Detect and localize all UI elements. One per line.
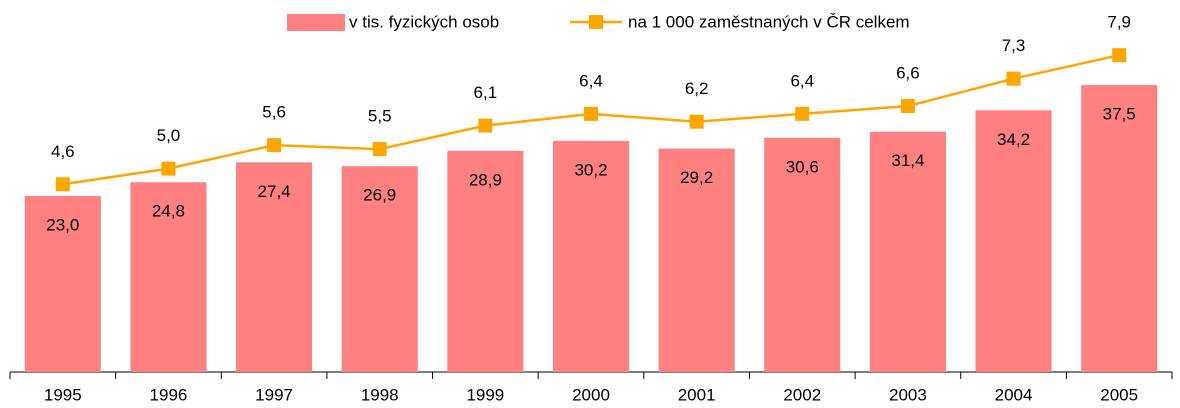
- line-marker: [1006, 71, 1021, 86]
- line-marker: [478, 118, 493, 133]
- line-value-label: 6,4: [579, 71, 603, 90]
- line-value-label: 6,1: [474, 83, 498, 102]
- line-marker: [795, 106, 810, 121]
- bar: [975, 110, 1052, 372]
- line-marker: [1112, 48, 1127, 63]
- legend-label: na 1 000 zaměstnaných v ČR celkem: [628, 12, 910, 31]
- bar: [869, 131, 946, 372]
- line-marker: [689, 114, 704, 129]
- x-tick-label: 1998: [361, 385, 399, 404]
- x-tick-label: 1996: [150, 385, 188, 404]
- line-value-label: 5,6: [262, 103, 286, 122]
- x-tick-label: 2003: [889, 385, 927, 404]
- line-value-label: 5,0: [157, 126, 181, 145]
- legend-marker: [589, 15, 603, 29]
- line-marker: [161, 161, 176, 176]
- bar: [341, 166, 418, 372]
- line-value-label: 6,4: [790, 71, 814, 90]
- bar-value-label: 24,8: [152, 202, 185, 221]
- bar: [447, 150, 524, 372]
- x-tick-label: 2004: [995, 385, 1033, 404]
- x-tick-label: 2002: [783, 385, 821, 404]
- line-value-label: 5,5: [368, 107, 392, 126]
- bar: [764, 137, 841, 372]
- x-tick-label: 1999: [466, 385, 504, 404]
- line-value-label: 4,6: [51, 142, 75, 161]
- bar-value-label: 37,5: [1103, 105, 1136, 124]
- legend-swatch: [287, 14, 345, 31]
- line-value-label: 6,6: [896, 64, 920, 83]
- x-tick-label: 2000: [572, 385, 610, 404]
- bar-value-label: 34,2: [997, 130, 1030, 149]
- x-tick-label: 1997: [255, 385, 293, 404]
- bar-value-label: 31,4: [891, 151, 924, 170]
- bar: [24, 196, 101, 372]
- bar-value-label: 27,4: [258, 182, 291, 201]
- line-marker: [55, 177, 70, 192]
- line-marker: [900, 99, 915, 114]
- bar-value-label: 28,9: [469, 170, 502, 189]
- bar-value-label: 23,0: [46, 215, 79, 234]
- bar: [552, 140, 630, 372]
- bar: [236, 162, 313, 372]
- bar: [658, 148, 735, 372]
- x-tick-label: 1995: [44, 385, 82, 404]
- bar-value-label: 26,9: [363, 186, 396, 205]
- bar-value-label: 29,2: [680, 168, 713, 187]
- bar: [130, 182, 207, 372]
- bar-value-label: 30,6: [786, 157, 819, 176]
- x-tick-label: 2005: [1100, 385, 1138, 404]
- x-tick-label: 2001: [678, 385, 716, 404]
- bar-value-label: 30,2: [574, 160, 607, 179]
- line-marker: [584, 106, 598, 121]
- line-value-label: 7,3: [1002, 36, 1026, 55]
- legend-label: v tis. fyzických osob: [349, 12, 499, 31]
- bar: [1081, 85, 1158, 372]
- line-marker: [267, 138, 282, 153]
- line-marker: [372, 142, 387, 157]
- line-value-label: 6,2: [685, 79, 709, 98]
- line-value-label: 7,9: [1107, 13, 1131, 32]
